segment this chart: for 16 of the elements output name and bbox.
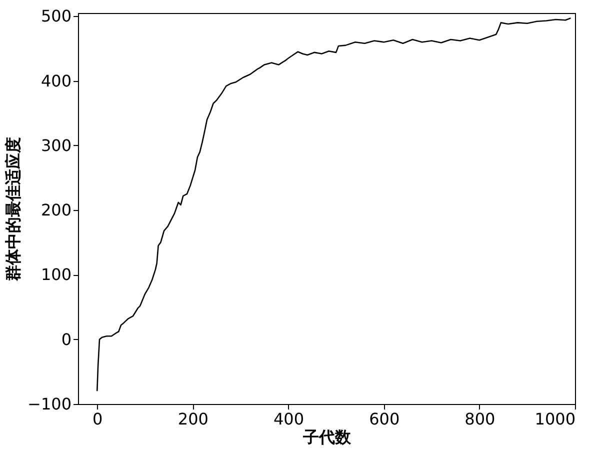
y-tick-label: 500: [40, 6, 72, 26]
x-tick-label: 800: [464, 410, 496, 428]
y-axis-title: 群体中的最佳适应度: [4, 137, 23, 282]
y-tick-label: 100: [40, 265, 72, 284]
y-tick-label: 400: [40, 71, 72, 90]
y-tick-label: 200: [40, 200, 72, 220]
x-tick-label: 200: [178, 410, 208, 428]
x-tick-label: 1000: [534, 410, 576, 428]
x-axis-title: 子代数: [302, 428, 352, 446]
y-tick-label: 300: [40, 136, 72, 155]
x-tick-label: 0: [92, 410, 103, 428]
x-tick-label: 600: [369, 410, 400, 428]
line-series: [96, 18, 572, 392]
y-tick-label: −100: [28, 394, 72, 414]
y-tick-label: 0: [61, 330, 72, 349]
x-tick-label: 400: [273, 410, 304, 428]
